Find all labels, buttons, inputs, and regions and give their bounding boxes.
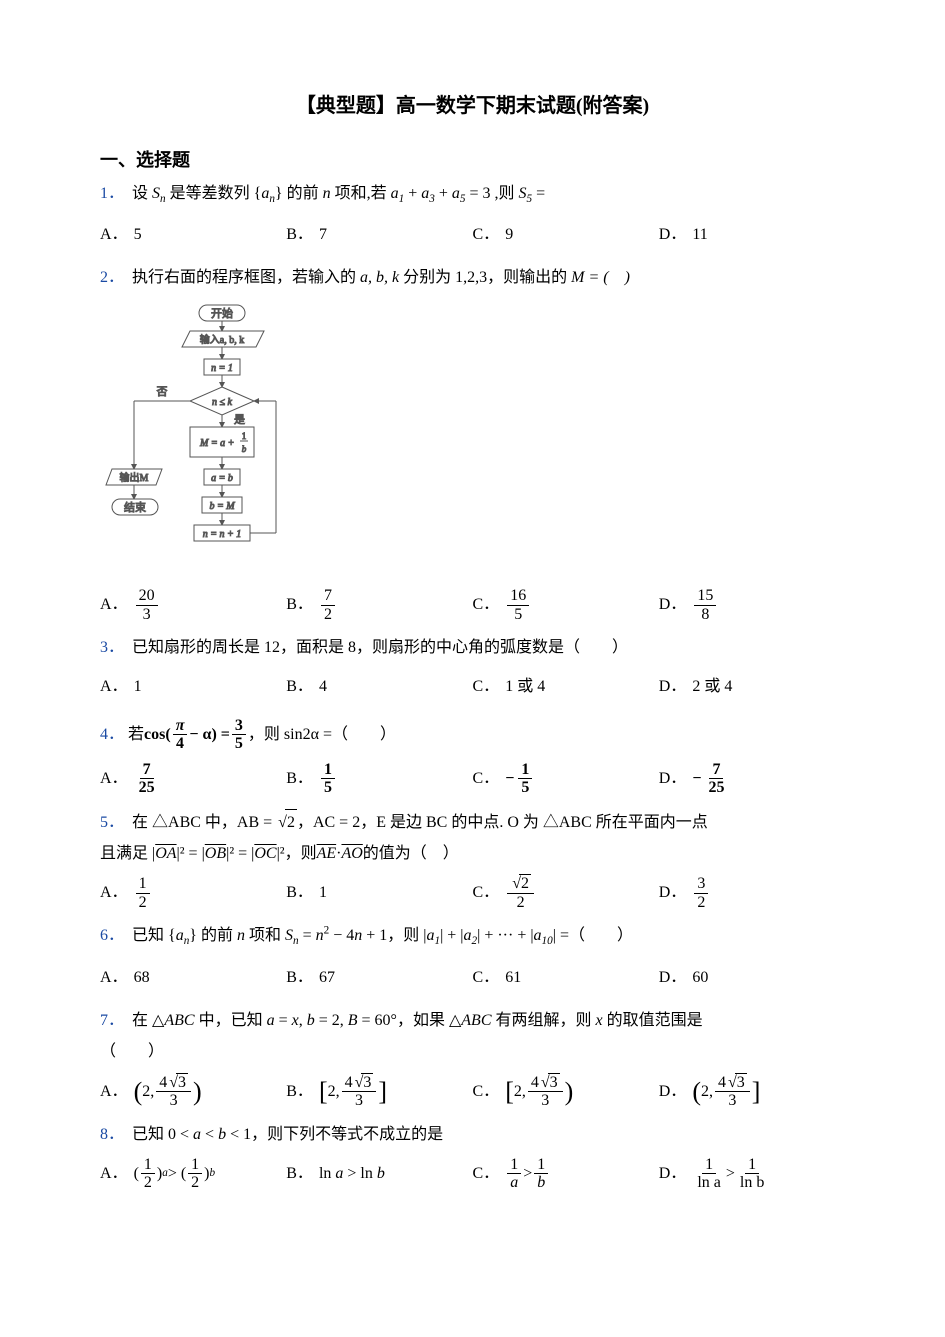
q6-opt-a: A．68 bbox=[100, 958, 286, 998]
qnum: 1． bbox=[100, 185, 124, 202]
q8-opt-c: C． 1a > 1b bbox=[473, 1154, 659, 1194]
q5-opt-c: C． 22 bbox=[473, 873, 659, 913]
qnum: 4． bbox=[100, 722, 124, 748]
svg-text:n ≤ k: n ≤ k bbox=[212, 397, 232, 408]
q6-opt-c: C．61 bbox=[473, 958, 659, 998]
q8-options: A． (12)a > (12)b B． ln a > ln b C． 1a > … bbox=[100, 1154, 845, 1194]
q1-opt-c: C．9 bbox=[473, 215, 659, 255]
svg-text:开始: 开始 bbox=[211, 306, 233, 320]
q4-options: A． 725 B． 15 C． − 15 D． − 725 bbox=[100, 759, 845, 799]
q7-options: A． (2, 433 ) B． [2, 433 ] C． [2, 433 ) D… bbox=[100, 1071, 845, 1113]
q7-opt-c: C． [2, 433 ) bbox=[473, 1071, 659, 1113]
q5-opt-d: D． 32 bbox=[659, 873, 845, 913]
q7-paren: （ ） bbox=[100, 1039, 845, 1065]
question-5: 5． 在 △ABC 中，AB = 2，AC = 2，E 是边 BC 的中点. O… bbox=[100, 809, 845, 836]
q1-options: A．5 B．7 C．9 D．11 bbox=[100, 215, 845, 255]
page-title: 【典型题】高一数学下期末试题(附答案) bbox=[100, 90, 845, 122]
q7-text: 在 △ABC 中，已知 a = x, b = 2, B = 60°，如果 △AB… bbox=[132, 1012, 703, 1029]
q7-opt-a: A． (2, 433 ) bbox=[100, 1071, 286, 1113]
q4-opt-d: D． − 725 bbox=[659, 759, 845, 799]
q3-opt-a: A．1 bbox=[100, 667, 286, 707]
q6-text: 已知 {an} 的前 n 项和 Sn = n2 − 4n + 1，则 |a1| … bbox=[132, 927, 633, 944]
question-4: 4． 若 cos( π4 − α) = 35 ，则 sin2α =（ ） bbox=[100, 717, 845, 753]
svg-text:1: 1 bbox=[242, 431, 247, 441]
section-heading: 一、选择题 bbox=[100, 146, 845, 175]
q6-opt-b: B．67 bbox=[286, 958, 472, 998]
q3-opt-d: D．2 或 4 bbox=[659, 667, 845, 707]
q4-opt-a: A． 725 bbox=[100, 759, 286, 799]
qnum: 7． bbox=[100, 1012, 124, 1029]
svg-text:输入a, b, k: 输入a, b, k bbox=[200, 333, 244, 346]
q1-opt-a: A．5 bbox=[100, 215, 286, 255]
question-7: 7． 在 △ABC 中，已知 a = x, b = 2, B = 60°，如果 … bbox=[100, 1008, 845, 1034]
svg-text:n = 1: n = 1 bbox=[211, 363, 233, 374]
q1-text: 设 Sn 是等差数列 {an} 的前 n 项和,若 a1 + a3 + a5 =… bbox=[132, 185, 545, 202]
q7-opt-d: D． (2, 433 ] bbox=[659, 1071, 845, 1113]
svg-text:结束: 结束 bbox=[124, 501, 146, 514]
svg-text:b: b bbox=[242, 444, 247, 454]
svg-text:a = b: a = b bbox=[211, 473, 233, 484]
qnum: 5． bbox=[100, 814, 124, 831]
question-8: 8． 已知 0 < a < b < 1，则下列不等式不成立的是 bbox=[100, 1122, 845, 1148]
q2-opt-b: B． 72 bbox=[286, 585, 472, 625]
qnum: 3． bbox=[100, 639, 124, 656]
q2-opt-a: A． 203 bbox=[100, 585, 286, 625]
q5-options: A． 12 B．1 C． 22 D． 32 bbox=[100, 873, 845, 913]
q5-opt-a: A． 12 bbox=[100, 873, 286, 913]
question-1: 1． 设 Sn 是等差数列 {an} 的前 n 项和,若 a1 + a3 + a… bbox=[100, 181, 845, 209]
q8-opt-d: D． 1ln a > 1ln b bbox=[659, 1154, 845, 1194]
svg-text:是: 是 bbox=[234, 413, 245, 426]
svg-text:否: 否 bbox=[157, 386, 168, 398]
q4-opt-b: B． 15 bbox=[286, 759, 472, 799]
q2-opt-c: C． 165 bbox=[473, 585, 659, 625]
q3-options: A．1 B．4 C．1 或 4 D．2 或 4 bbox=[100, 667, 845, 707]
q4-opt-c: C． − 15 bbox=[473, 759, 659, 799]
q6-options: A．68 B．67 C．61 D．60 bbox=[100, 958, 845, 998]
question-2: 2． 执行右面的程序框图，若输入的 a, b, k 分别为 1,2,3，则输出的… bbox=[100, 265, 845, 291]
q6-opt-d: D．60 bbox=[659, 958, 845, 998]
q8-opt-a: A． (12)a > (12)b bbox=[100, 1154, 286, 1194]
q3-opt-c: C．1 或 4 bbox=[473, 667, 659, 707]
qnum: 6． bbox=[100, 927, 124, 944]
q1-opt-b: B．7 bbox=[286, 215, 472, 255]
svg-text:M = a +: M = a + bbox=[199, 438, 234, 449]
q7-opt-b: B． [2, 433 ] bbox=[286, 1071, 472, 1113]
exam-page: 【典型题】高一数学下期末试题(附答案) 一、选择题 1． 设 Sn 是等差数列 … bbox=[0, 0, 945, 1337]
question-3: 3． 已知扇形的周长是 12，面积是 8，则扇形的中心角的弧度数是（ ） bbox=[100, 635, 845, 661]
q8-text: 已知 0 < a < b < 1，则下列不等式不成立的是 bbox=[132, 1126, 443, 1143]
q1-opt-d: D．11 bbox=[659, 215, 845, 255]
svg-text:输出M: 输出M bbox=[120, 471, 149, 484]
qnum: 8． bbox=[100, 1126, 124, 1143]
question-5b: 且满足 |OA|² = |OB|² = |OC|²，则 AE·AO 的值为（ ） bbox=[100, 841, 845, 867]
q5-opt-b: B．1 bbox=[286, 873, 472, 913]
svg-text:n = n + 1: n = n + 1 bbox=[203, 529, 242, 540]
svg-text:b = M: b = M bbox=[209, 501, 235, 512]
qnum: 2． bbox=[100, 269, 124, 286]
q2-opt-d: D． 158 bbox=[659, 585, 845, 625]
q2-options: A． 203 B． 72 C． 165 D． 158 bbox=[100, 585, 845, 625]
q3-opt-b: B．4 bbox=[286, 667, 472, 707]
flowchart: 开始 输入a, b, k n = 1 n ≤ k 否 输出M bbox=[104, 301, 845, 580]
q8-opt-b: B． ln a > ln b bbox=[286, 1154, 472, 1194]
flowchart-svg: 开始 输入a, b, k n = 1 n ≤ k 否 输出M bbox=[104, 301, 304, 571]
question-6: 6． 已知 {an} 的前 n 项和 Sn = n2 − 4n + 1，则 |a… bbox=[100, 923, 845, 951]
